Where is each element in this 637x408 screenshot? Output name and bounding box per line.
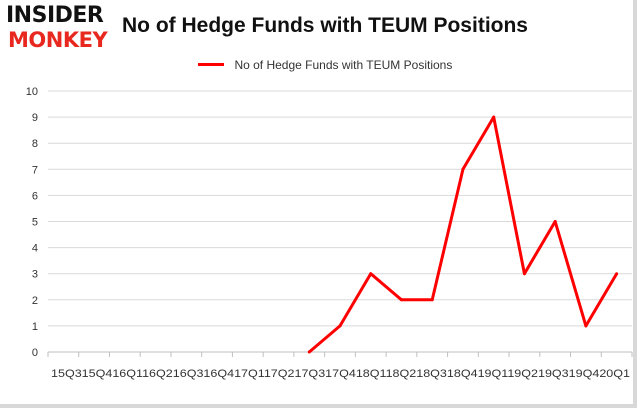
data-point-18Q3 — [430, 298, 434, 302]
logo-line-2: MONKEY — [8, 28, 108, 52]
data-point-18Q2 — [399, 298, 403, 302]
y-tick-label-4: 4 — [32, 243, 38, 255]
y-tick-labels: 0 1 2 3 4 5 6 7 8 9 10 — [26, 86, 38, 359]
chart-legend: No of Hedge Funds with TEUM Positions — [198, 56, 452, 72]
data-point-19Q4 — [584, 324, 588, 328]
insider-monkey-logo: INSIDER MONKEY — [6, 5, 116, 53]
data-point-19Q1 — [492, 115, 496, 119]
y-tick-label-5: 5 — [32, 217, 38, 229]
legend-label: No of Hedge Funds with TEUM Positions — [234, 57, 453, 72]
y-tick-label-3: 3 — [32, 269, 38, 281]
series-line-0 — [308, 115, 618, 354]
axes — [47, 351, 633, 357]
legend-line-swatch — [198, 63, 224, 67]
y-tick-label-2: 2 — [32, 295, 38, 307]
y-tick-label-0: 0 — [32, 347, 38, 359]
x-tick-labels: 15Q315Q416Q116Q216Q316Q417Q117Q217Q317Q4… — [51, 368, 630, 380]
y-tick-label-10: 10 — [26, 86, 38, 98]
y-tick-label-7: 7 — [32, 164, 38, 176]
data-point-19Q2 — [522, 272, 526, 276]
y-tick-label-1: 1 — [32, 321, 38, 333]
data-point-18Q1 — [369, 272, 373, 276]
series — [307, 115, 619, 354]
y-tick-label-8: 8 — [32, 138, 38, 150]
data-point-19Q3 — [553, 220, 557, 223]
y-tick-label-9: 9 — [32, 112, 38, 124]
data-point-17Q4 — [338, 324, 342, 328]
data-point-17Q3 — [307, 350, 311, 354]
logo-line-1: INSIDER — [6, 3, 104, 28]
data-point-18Q4 — [461, 167, 465, 171]
y-tick-label-6: 6 — [32, 190, 38, 202]
data-point-20Q1 — [615, 272, 619, 276]
chart-title: No of Hedge Funds with TEUM Positions — [122, 14, 528, 37]
gridlines — [48, 90, 632, 353]
